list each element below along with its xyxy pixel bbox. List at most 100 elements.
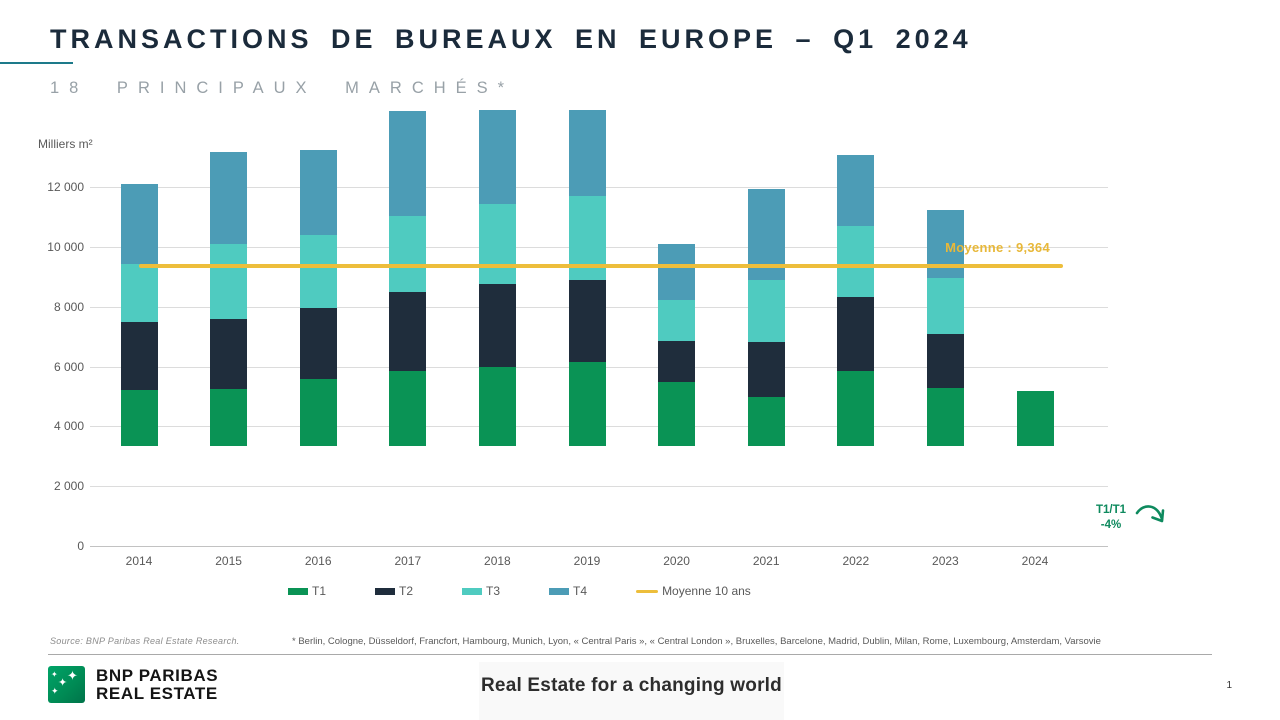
bar-segment-T3-2021	[747, 279, 785, 343]
legend-swatch-T4	[549, 587, 570, 595]
chart-legend: T1 T2 T3 T4 Moyenne 10 ans	[288, 584, 751, 598]
legend-swatch-T3	[462, 587, 483, 595]
legend-item-T1: T1	[288, 584, 326, 598]
y-tick-label: 2 000	[53, 479, 84, 494]
legend-label-T4: T4	[573, 584, 588, 598]
bnp-paribas-real-estate-logo: ✦ ✦ ✦ ✦ BNP PARIBAS REAL ESTATE	[48, 666, 218, 703]
bar-segment-T4-2019	[568, 109, 606, 196]
x-tick-label-2018: 2018	[484, 554, 511, 568]
bar-segment-T1-2014	[120, 390, 158, 446]
legend-item-T2: T2	[375, 584, 413, 598]
bar-segment-T1-2015	[210, 389, 248, 446]
x-tick-label-2024: 2024	[1021, 554, 1049, 568]
bar-segment-T4-2020	[658, 243, 696, 301]
x-tick-label-2020: 2020	[663, 554, 690, 568]
bar-segment-T1-2017	[389, 370, 427, 446]
bar-segment-T3-2018	[478, 203, 516, 285]
bar-segment-T3-2022	[837, 226, 875, 298]
footer-divider	[48, 654, 1212, 655]
logo-line-2: REAL ESTATE	[96, 683, 218, 703]
x-tick-label-2016: 2016	[304, 554, 332, 568]
bar-segment-T4-2017	[389, 110, 427, 216]
bar-segment-T2-2019	[568, 279, 606, 363]
source-note: Source: BNP Paribas Real Estate Research…	[50, 636, 240, 646]
bar-segment-T3-2020	[658, 300, 696, 342]
bar-segment-T3-2017	[389, 215, 427, 293]
bar-segment-T2-2018	[478, 284, 516, 368]
x-tick-label-2021: 2021	[752, 554, 780, 568]
bar-segment-T2-2016	[299, 307, 337, 379]
legend-swatch-T1	[288, 587, 308, 595]
bar-segment-T1-2021	[747, 396, 785, 446]
x-tick-label-2023: 2023	[932, 554, 959, 568]
y-axis-unit-label: Milliers m²	[38, 137, 93, 151]
legend-label-T3: T3	[486, 584, 501, 598]
bar-segment-T2-2021	[747, 342, 785, 397]
page-subtitle: 18 PRINCIPAUX MARCHÉS*	[50, 79, 515, 97]
bar-segment-T4-2018	[478, 110, 516, 204]
bar-segment-T1-2019	[568, 362, 606, 446]
bar-segment-T3-2023	[926, 277, 964, 335]
legend-label-moyenne: Moyenne 10 ans	[662, 584, 751, 598]
bar-segment-T1-2018	[478, 367, 516, 446]
bar-segment-T4-2014	[120, 183, 158, 264]
x-tick-label-2015: 2015	[215, 554, 242, 568]
bar-2014	[120, 183, 158, 446]
bar-2024	[1016, 390, 1054, 446]
gridline-2000	[90, 486, 1108, 488]
bar-2017	[389, 110, 427, 446]
bar-2020	[658, 243, 696, 446]
bar-2018	[478, 110, 516, 446]
y-tick-label: 10 000	[47, 239, 84, 254]
page-title: TRANSACTIONS DE BUREAUX EN EUROPE – Q1 2…	[50, 24, 972, 54]
bar-2022	[837, 155, 875, 446]
average-line	[139, 264, 1063, 268]
bar-segment-T2-2014	[120, 321, 158, 391]
logo-line-1: BNP PARIBAS	[96, 665, 219, 685]
bar-segment-T2-2022	[837, 297, 875, 372]
bar-segment-T2-2017	[389, 292, 427, 371]
legend-item-T4: T4	[549, 584, 587, 598]
bar-segment-T2-2023	[926, 334, 964, 389]
x-tick-label-2022: 2022	[842, 554, 870, 568]
bar-segment-T2-2015	[210, 318, 248, 390]
x-tick-label-2019: 2019	[573, 554, 601, 568]
y-tick-label: 6 000	[53, 359, 84, 374]
page-number: 1	[1226, 680, 1232, 691]
y-tick-label: 12 000	[47, 180, 84, 194]
bar-2016	[299, 150, 337, 446]
bar-2021	[747, 188, 785, 446]
bar-segment-T4-2022	[837, 155, 875, 227]
y-tick-label: 0	[77, 539, 84, 553]
bar-segment-T1-2023	[926, 388, 964, 446]
down-trend-arrow-icon	[1135, 505, 1165, 523]
bar-segment-T1-2020	[658, 381, 696, 446]
bar-segment-T4-2016	[299, 150, 337, 235]
legend-item-moyenne: Moyenne 10 ans	[636, 584, 751, 598]
gridline-0	[90, 546, 1108, 547]
bar-segment-T1-2022	[837, 371, 875, 446]
bar-segment-T1-2016	[299, 378, 337, 446]
legend-item-T3: T3	[462, 584, 500, 598]
stacked-bar-chart: 0 2 000 4 000 6 000 8 000 10 000 12 000 2014 201…	[47, 109, 1108, 568]
bar-2019	[568, 109, 606, 446]
average-line-annotation: Moyenne : 9,364	[945, 240, 1050, 255]
bar-segment-T2-2020	[658, 341, 696, 382]
legend-label-T2: T2	[399, 584, 414, 598]
y-tick-label: 4 000	[53, 419, 84, 434]
bar-segment-T3-2016	[299, 234, 337, 308]
bar-2015	[210, 152, 248, 446]
legend-swatch-T2	[375, 587, 396, 595]
qoq-label: T1/T1	[1095, 504, 1127, 516]
bar-segment-T3-2015	[210, 243, 248, 319]
bar-segment-T3-2014	[120, 263, 158, 322]
qoq-change-annotation: T1/T1 -4%	[1088, 503, 1134, 533]
legend-swatch-moyenne	[636, 589, 659, 593]
title-accent-rule	[0, 62, 73, 64]
x-tick-label-2014: 2014	[125, 554, 153, 568]
bar-segment-T1-2024	[1016, 390, 1054, 446]
bar-segment-T4-2015	[210, 152, 248, 244]
qoq-value: -4%	[1100, 519, 1122, 531]
bnp-stars-logo-icon: ✦ ✦ ✦ ✦	[48, 666, 85, 703]
y-tick-label: 8 000	[53, 299, 84, 314]
